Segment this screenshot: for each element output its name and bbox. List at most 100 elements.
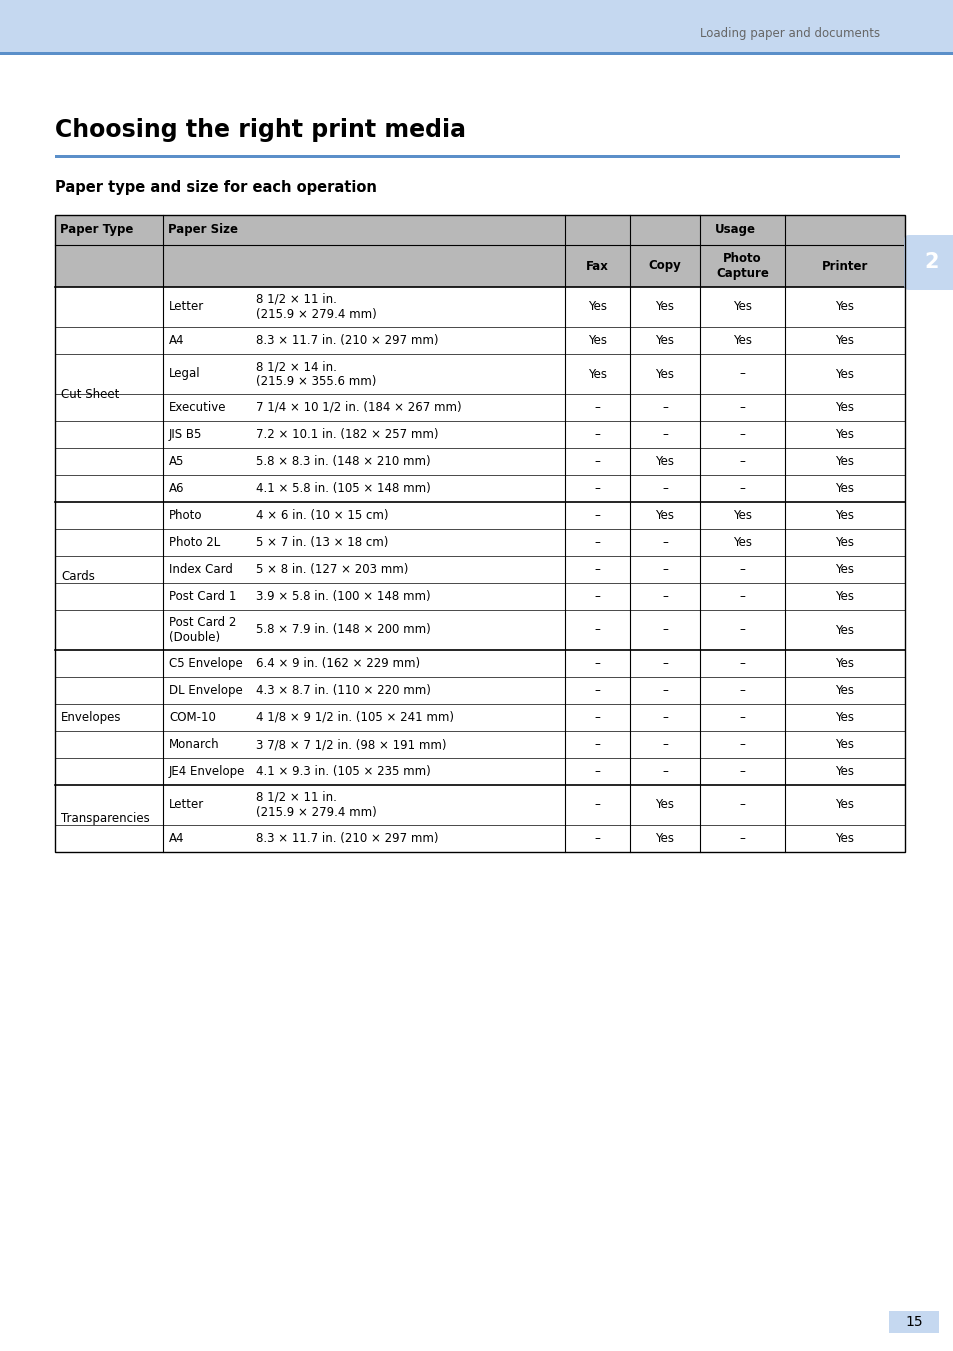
Text: –: – [594,482,599,494]
Bar [55,650,904,677]
Text: Printer: Printer [821,259,867,273]
Text: Yes: Yes [835,401,854,413]
FancyBboxPatch shape [903,235,953,290]
Text: 5 × 7 in. (13 × 18 cm): 5 × 7 in. (13 × 18 cm) [255,536,388,549]
Bar [55,422,904,449]
Text: Fax: Fax [585,259,608,273]
Text: 7.2 × 10.1 in. (182 × 257 mm): 7.2 × 10.1 in. (182 × 257 mm) [255,428,438,440]
Text: 8 1/2 × 11 in.
(215.9 × 279.4 mm): 8 1/2 × 11 in. (215.9 × 279.4 mm) [255,293,376,322]
Text: –: – [661,765,667,778]
Text: –: – [661,711,667,724]
Text: Yes: Yes [587,334,606,347]
Text: 5 × 8 in. (127 × 203 mm): 5 × 8 in. (127 × 203 mm) [255,563,408,576]
Bar [55,584,904,611]
Text: –: – [739,563,744,576]
Text: –: – [594,401,599,413]
Text: Post Card 1: Post Card 1 [169,590,236,603]
Text: –: – [594,832,599,844]
Text: Yes: Yes [732,334,751,347]
Text: 6.4 × 9 in. (162 × 229 mm): 6.4 × 9 in. (162 × 229 mm) [255,657,419,670]
Text: Loading paper and documents: Loading paper and documents [700,27,880,39]
Text: Monarch: Monarch [169,738,219,751]
Bar [55,245,904,286]
Text: Executive: Executive [169,401,226,413]
Text: Legal: Legal [169,367,200,381]
Text: 3.9 × 5.8 in. (100 × 148 mm): 3.9 × 5.8 in. (100 × 148 mm) [255,590,430,603]
Text: Yes: Yes [732,300,751,313]
Text: –: – [739,738,744,751]
Text: Yes: Yes [835,832,854,844]
Text: –: – [594,590,599,603]
Text: Yes: Yes [655,509,674,521]
Text: Letter: Letter [169,798,204,812]
Text: –: – [661,536,667,549]
Text: Paper type and size for each operation: Paper type and size for each operation [55,180,376,195]
Text: Yes: Yes [835,590,854,603]
Text: Yes: Yes [835,455,854,467]
Text: –: – [661,684,667,697]
Text: Yes: Yes [835,765,854,778]
Text: Yes: Yes [732,536,751,549]
Text: JE4 Envelope: JE4 Envelope [169,765,245,778]
Text: –: – [594,684,599,697]
Bar [55,785,904,825]
Text: Choosing the right print media: Choosing the right print media [55,118,465,142]
Text: –: – [739,367,744,381]
Text: Yes: Yes [587,300,606,313]
Text: –: – [594,428,599,440]
Text: –: – [739,832,744,844]
Text: Yes: Yes [587,367,606,381]
Text: Cards: Cards [61,570,94,582]
Bar [55,155,899,158]
Text: Yes: Yes [835,428,854,440]
Text: A6: A6 [169,482,184,494]
Text: –: – [739,401,744,413]
Text: Yes: Yes [835,624,854,636]
Text: –: – [661,401,667,413]
Text: Yes: Yes [835,657,854,670]
Text: A4: A4 [169,334,184,347]
Bar [55,677,904,704]
Text: –: – [739,765,744,778]
Text: Usage: Usage [714,223,755,236]
Text: Yes: Yes [835,798,854,812]
Bar [55,286,904,327]
Text: Yes: Yes [835,684,854,697]
Text: 15: 15 [904,1315,922,1329]
Text: Yes: Yes [732,509,751,521]
Bar [55,825,904,852]
Bar [55,476,904,503]
Text: –: – [661,482,667,494]
Text: 4.1 × 9.3 in. (105 × 235 mm): 4.1 × 9.3 in. (105 × 235 mm) [255,765,431,778]
Text: –: – [594,657,599,670]
Bar [0,51,953,55]
Text: DL Envelope: DL Envelope [169,684,242,697]
Text: 7 1/4 × 10 1/2 in. (184 × 267 mm): 7 1/4 × 10 1/2 in. (184 × 267 mm) [255,401,461,413]
Text: Index Card: Index Card [169,563,233,576]
Text: Yes: Yes [655,300,674,313]
Text: Yes: Yes [655,832,674,844]
Text: Yes: Yes [835,536,854,549]
Text: –: – [661,563,667,576]
Text: 4 × 6 in. (10 × 15 cm): 4 × 6 in. (10 × 15 cm) [255,509,388,521]
Text: –: – [594,563,599,576]
Bar [55,354,904,394]
Text: –: – [739,684,744,697]
Text: Post Card 2
(Double): Post Card 2 (Double) [169,616,236,644]
Text: C5 Envelope: C5 Envelope [169,657,242,670]
Bar [55,394,904,422]
Text: Yes: Yes [835,509,854,521]
Text: Yes: Yes [835,334,854,347]
Text: –: – [739,711,744,724]
Text: –: – [739,590,744,603]
Bar [55,731,904,758]
Text: COM-10: COM-10 [169,711,215,724]
Text: Yes: Yes [655,367,674,381]
Text: Cut Sheet: Cut Sheet [61,388,119,401]
Text: 4.1 × 5.8 in. (105 × 148 mm): 4.1 × 5.8 in. (105 × 148 mm) [255,482,431,494]
Text: Photo 2L: Photo 2L [169,536,220,549]
Text: –: – [594,798,599,812]
Bar [55,704,904,731]
Text: Yes: Yes [835,482,854,494]
Text: –: – [594,536,599,549]
